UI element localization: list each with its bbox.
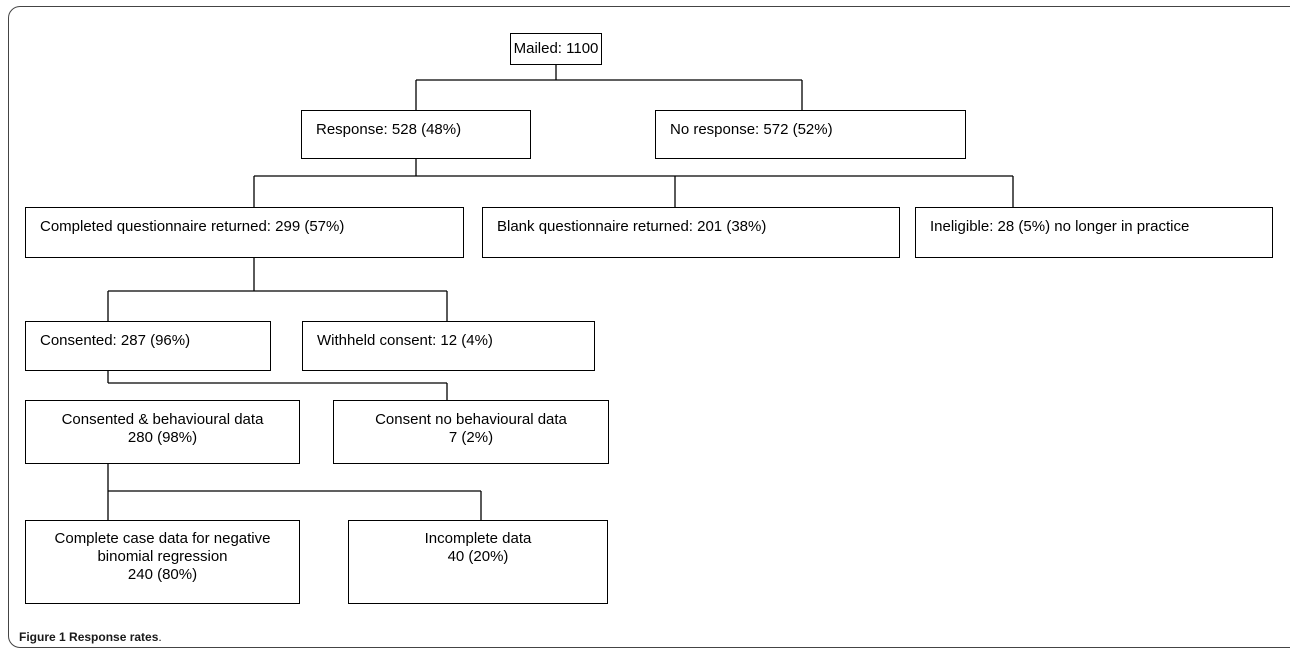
node-complete-case-line1: Complete case data for negative: [54, 530, 271, 547]
figure-caption-title: Response rates: [69, 630, 159, 644]
node-consented-behavioural: Consented & behavioural data 280 (98%): [25, 400, 300, 464]
node-consented-text: Consented: 287 (96%): [40, 332, 191, 349]
node-completed-text: Completed questionnaire returned: 299 (5…: [40, 218, 345, 235]
node-no-response-text: No response: 572 (52%): [670, 121, 833, 138]
node-response-text: Response: 528 (48%): [316, 121, 462, 138]
node-complete-case-line3: 240 (80%): [127, 566, 198, 583]
node-consent-no-behavioural-line2: 7 (2%): [448, 429, 494, 446]
node-blank-text: Blank questionnaire returned: 201 (38%): [497, 218, 767, 235]
figure-frame: [8, 6, 1290, 648]
node-ineligible: Ineligible: 28 (5%) no longer in practic…: [915, 207, 1273, 258]
node-mailed-text: Mailed: 1100: [513, 40, 599, 57]
node-consented-behavioural-line2: 280 (98%): [127, 429, 198, 446]
node-withheld-consent: Withheld consent: 12 (4%): [302, 321, 595, 371]
node-completed-questionnaire: Completed questionnaire returned: 299 (5…: [25, 207, 464, 258]
node-complete-case-line2: binomial regression: [97, 548, 228, 565]
node-incomplete-line1: Incomplete data: [424, 530, 532, 547]
node-consent-no-behavioural: Consent no behavioural data 7 (2%): [333, 400, 609, 464]
node-blank-questionnaire: Blank questionnaire returned: 201 (38%): [482, 207, 900, 258]
node-incomplete-data: Incomplete data 40 (20%): [348, 520, 608, 604]
figure-caption-label: Figure 1: [19, 630, 66, 644]
figure-caption-period: .: [158, 630, 162, 644]
node-consented: Consented: 287 (96%): [25, 321, 271, 371]
node-incomplete-line2: 40 (20%): [447, 548, 509, 565]
node-response: Response: 528 (48%): [301, 110, 531, 159]
node-withheld-text: Withheld consent: 12 (4%): [317, 332, 493, 349]
node-no-response: No response: 572 (52%): [655, 110, 966, 159]
node-ineligible-text: Ineligible: 28 (5%) no longer in practic…: [930, 218, 1190, 235]
figure-caption: Figure 1 Response rates.: [19, 630, 162, 644]
node-consented-behavioural-line1: Consented & behavioural data: [61, 411, 264, 428]
node-complete-case-data: Complete case data for negative binomial…: [25, 520, 300, 604]
node-consent-no-behavioural-line1: Consent no behavioural data: [375, 411, 567, 428]
node-mailed: Mailed: 1100: [510, 33, 602, 65]
